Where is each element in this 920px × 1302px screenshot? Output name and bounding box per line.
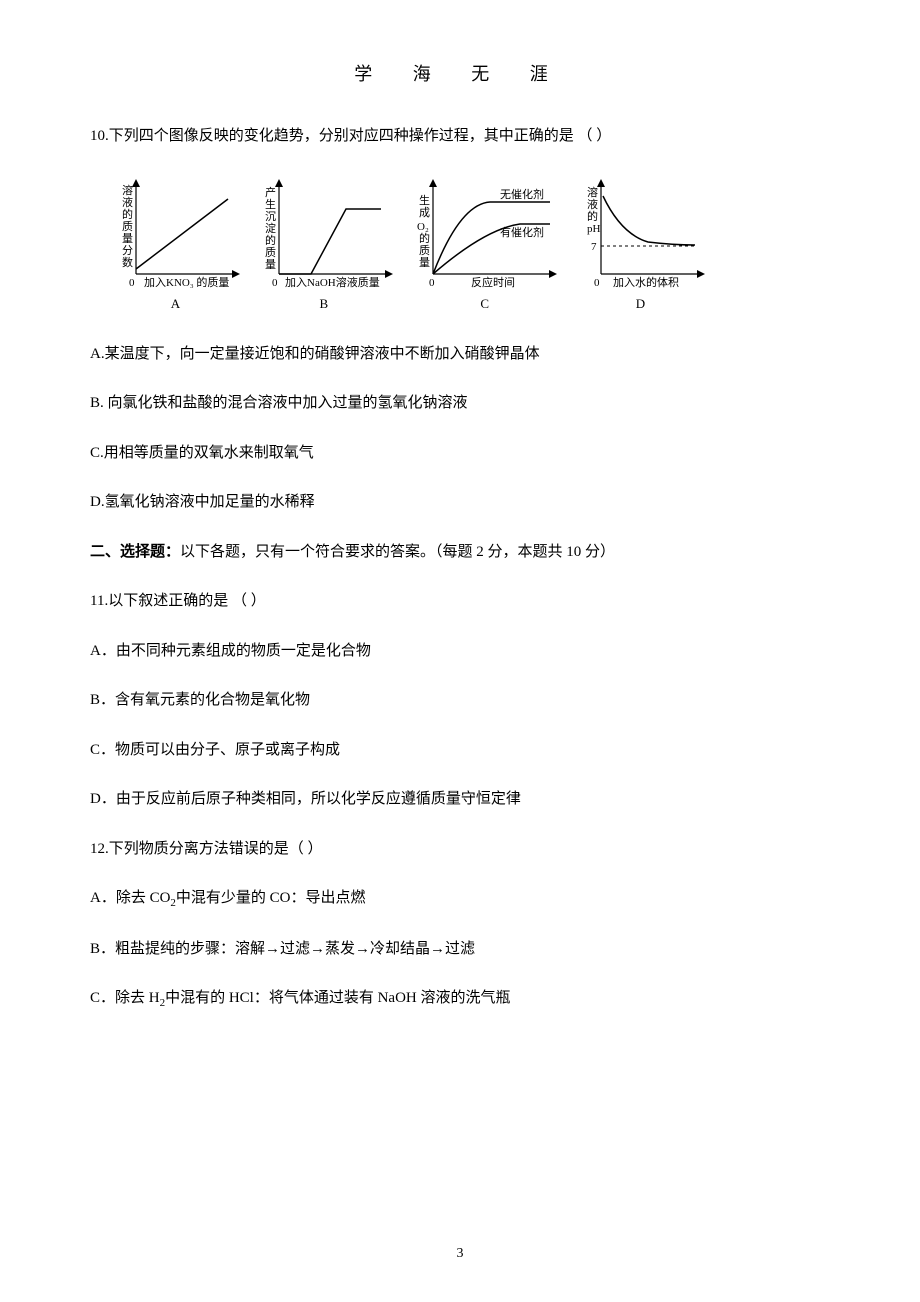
svg-text:淀: 淀 (265, 221, 276, 235)
svg-text:0: 0 (129, 277, 135, 289)
q12-B: B．粗盐提纯的步骤：溶解→过滤→蒸发→冷却结晶→过滤 (90, 937, 830, 963)
q10-stem: 10.下列四个图像反映的变化趋势，分别对应四种操作过程，其中正确的是 （ ） (90, 124, 830, 150)
chart-D-svg: 溶 液 的 pH 7 0 加入水的体积 (573, 174, 708, 294)
chart-A-xlabel: 加入KNO₃ 的质量 (144, 275, 229, 289)
svg-text:液: 液 (587, 197, 598, 211)
q12-C: C．除去 H2中混有的 HCl：将气体通过装有 NaOH 溶液的洗气瓶 (90, 986, 830, 1013)
svg-text:pH: pH (587, 223, 601, 235)
chart-D-seven: 7 (591, 241, 597, 253)
svg-text:的: 的 (122, 207, 133, 221)
q11-A: A．由不同种元素组成的物质一定是化合物 (90, 639, 830, 665)
chart-C-xlabel: 反应时间 (471, 275, 515, 289)
section2-rest: 以下各题，只有一个符合要求的答案。（每题 2 分，本题共 10 分） (180, 544, 615, 560)
q12-stem: 12.下列物质分离方法错误的是（ ） (90, 837, 830, 863)
chart-B: 产 生 沉 淀 的 质 量 0 加入NaOH溶液质量 B (251, 174, 396, 312)
chart-B-ylabel: 产 (265, 185, 276, 199)
page-number: 3 (0, 1246, 920, 1262)
svg-text:生: 生 (265, 197, 276, 211)
svg-text:质: 质 (265, 246, 276, 259)
svg-text:沉: 沉 (265, 210, 276, 223)
svg-text:的: 的 (419, 231, 430, 245)
chart-A-svg: 溶 液 的 质 量 分 数 0 加入KNO₃ 的质量 (108, 174, 243, 294)
chart-C: 无催化剂 有催化剂 生 成 O₂ 的 质 量 0 反应时间 C (405, 174, 565, 312)
q10-D: D.氢氧化钠溶液中加足量的水稀释 (90, 490, 830, 516)
svg-text:量: 量 (265, 258, 276, 271)
chart-B-tag: B (319, 296, 328, 312)
chart-C-line1: 无催化剂 (500, 187, 544, 201)
chart-D-ylabel: 溶 (587, 185, 598, 199)
q11-C: C．物质可以由分子、原子或离子构成 (90, 738, 830, 764)
q11-D: D．由于反应前后原子种类相同，所以化学反应遵循质量守恒定律 (90, 787, 830, 813)
chart-B-xlabel: 加入NaOH溶液质量 (285, 275, 380, 289)
section2-title: 二、选择题：以下各题，只有一个符合要求的答案。（每题 2 分，本题共 10 分） (90, 540, 830, 566)
svg-text:0: 0 (272, 277, 278, 289)
chart-B-svg: 产 生 沉 淀 的 质 量 0 加入NaOH溶液质量 (251, 174, 396, 294)
q12-A: A．除去 CO2中混有少量的 CO：导出点燃 (90, 886, 830, 913)
chart-C-line2: 有催化剂 (500, 225, 544, 239)
svg-text:0: 0 (594, 277, 600, 289)
chart-D-tag: D (636, 296, 645, 312)
svg-text:液: 液 (122, 195, 133, 209)
chart-C-tag: C (480, 296, 489, 312)
q10-A: A.某温度下，向一定量接近饱和的硝酸钾溶液中不断加入硝酸钾晶体 (90, 342, 830, 368)
charts-row: 溶 液 的 质 量 分 数 0 加入KNO₃ 的质量 A 产 生 (108, 174, 708, 312)
svg-text:成: 成 (419, 206, 430, 219)
q10-C: C.用相等质量的双氧水来制取氧气 (90, 441, 830, 467)
section2-bold: 二、选择题： (90, 544, 180, 560)
chart-A-tag: A (171, 296, 180, 312)
svg-text:0: 0 (429, 277, 435, 289)
chart-D-xlabel: 加入水的体积 (613, 275, 679, 289)
svg-text:量: 量 (122, 232, 133, 245)
chart-C-svg: 无催化剂 有催化剂 生 成 O₂ 的 质 量 0 反应时间 (405, 174, 565, 294)
chart-A-ylabel: 溶 (122, 183, 133, 197)
q11-B: B．含有氧元素的化合物是氧化物 (90, 688, 830, 714)
q11-stem: 11.以下叙述正确的是 （ ） (90, 589, 830, 615)
svg-text:量: 量 (419, 256, 430, 269)
svg-text:分: 分 (122, 244, 133, 257)
svg-text:质: 质 (419, 244, 430, 257)
svg-text:质: 质 (122, 220, 133, 233)
svg-text:的: 的 (265, 233, 276, 247)
svg-text:O₂: O₂ (417, 221, 429, 233)
chart-D: 溶 液 的 pH 7 0 加入水的体积 D (573, 174, 708, 312)
page-header: 学 海 无 涯 (90, 60, 830, 86)
chart-C-ylabel: 生 (419, 193, 430, 207)
svg-text:数: 数 (122, 256, 133, 269)
q10-B: B. 向氯化铁和盐酸的混合溶液中加入过量的氢氧化钠溶液 (90, 391, 830, 417)
chart-A: 溶 液 的 质 量 分 数 0 加入KNO₃ 的质量 A (108, 174, 243, 312)
svg-text:的: 的 (587, 209, 598, 223)
